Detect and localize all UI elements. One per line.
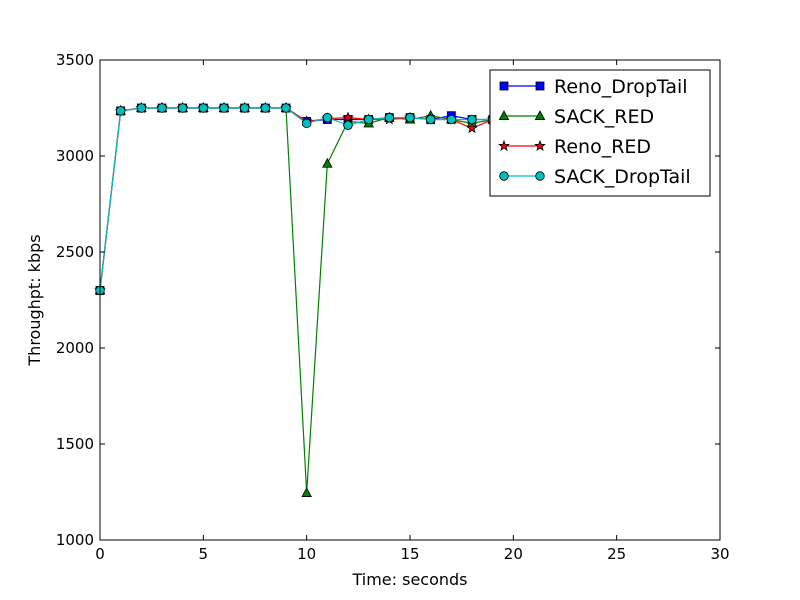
data-point-SACK_DropTail-15	[405, 112, 415, 123]
x-tick-label-15: 15	[400, 545, 419, 563]
legend-marker-right-Reno_DropTail	[535, 81, 545, 91]
legend-label-Reno_RED: Reno_RED	[554, 136, 651, 158]
legend: Reno_DropTail SACK_RED Reno_RED SACK_DropTa…	[489, 69, 711, 197]
data-point-SACK_DropTail-17	[446, 114, 457, 125]
legend-marker-left-Reno_DropTail	[499, 81, 509, 91]
data-point-SACK_DropTail-18	[467, 114, 477, 125]
data-point-SACK_DropTail-8	[260, 103, 271, 113]
y-tick-label-3500: 3500	[56, 51, 94, 69]
y-tick-label-2000: 2000	[56, 339, 94, 357]
data-point-SACK_DropTail-13	[363, 114, 374, 125]
data-point-SACK_DropTail-5	[198, 103, 209, 113]
data-point-SACK_DropTail-16	[425, 114, 436, 125]
legend-marker-right-Reno_RED	[534, 139, 546, 151]
x-tick-label-10: 10	[297, 545, 316, 563]
legend-entry-Reno_DropTail: Reno_DropTail	[499, 76, 688, 98]
x-tick-label-20: 20	[504, 545, 523, 563]
data-point-Reno_RED-12	[342, 111, 354, 123]
legend-marker-left-SACK_RED	[498, 110, 510, 120]
y-axis-label: Throughpt: kbps	[25, 234, 44, 366]
data-point-SACK_DropTail-4	[177, 103, 188, 113]
data-point-SACK_DropTail-3	[157, 103, 167, 113]
x-axis-label: Time: seconds	[351, 570, 467, 589]
legend-label-Reno_DropTail: Reno_DropTail	[554, 76, 688, 98]
data-point-SACK_RED-10	[301, 487, 312, 497]
legend-entry-Reno_RED: Reno_RED	[498, 136, 651, 158]
legend-marker-left-Reno_RED	[498, 139, 510, 151]
data-point-SACK_DropTail-6	[219, 103, 229, 113]
data-point-SACK_DropTail-11	[322, 112, 333, 123]
legend-box	[489, 69, 711, 197]
data-point-SACK_DropTail-7	[239, 103, 250, 113]
x-tick-label-30: 30	[710, 545, 729, 563]
data-point-SACK_DropTail-10	[301, 118, 312, 129]
data-point-SACK_DropTail-1	[115, 106, 126, 116]
y-tick-label-2500: 2500	[56, 243, 94, 261]
x-tick-label-0: 0	[95, 545, 105, 563]
legend-entry-SACK_DropTail: SACK_DropTail	[499, 166, 691, 188]
legend-marker-left-SACK_DropTail	[499, 171, 509, 181]
data-point-SACK_DropTail-14	[384, 112, 395, 123]
legend-label-SACK_DropTail: SACK_DropTail	[554, 166, 691, 188]
y-tick-label-3000: 3000	[56, 147, 94, 165]
data-point-Reno_RED-18	[466, 122, 478, 134]
y-tick-label-1500: 1500	[56, 435, 94, 453]
axis-ticks: 0 5 10 15 20 25 30 1000 1500 2000 2500 3000 3500	[56, 51, 730, 563]
x-tick-label-5: 5	[199, 545, 209, 563]
series-line-SACK_DropTail	[99, 107, 534, 291]
data-point-SACK_DropTail-9	[281, 103, 291, 113]
data-point-SACK_DropTail-2	[136, 103, 147, 113]
legend-label-SACK_RED: SACK_RED	[554, 106, 654, 128]
x-tick-label-25: 25	[607, 545, 626, 563]
legend-entry-SACK_RED: SACK_RED	[498, 106, 654, 128]
legend-marker-right-SACK_DropTail	[535, 171, 545, 181]
data-point-SACK_RED-11	[322, 157, 333, 168]
y-tick-label-1000: 1000	[56, 531, 94, 549]
data-point-SACK_DropTail-12	[343, 120, 353, 130]
legend-marker-right-SACK_RED	[534, 110, 546, 120]
